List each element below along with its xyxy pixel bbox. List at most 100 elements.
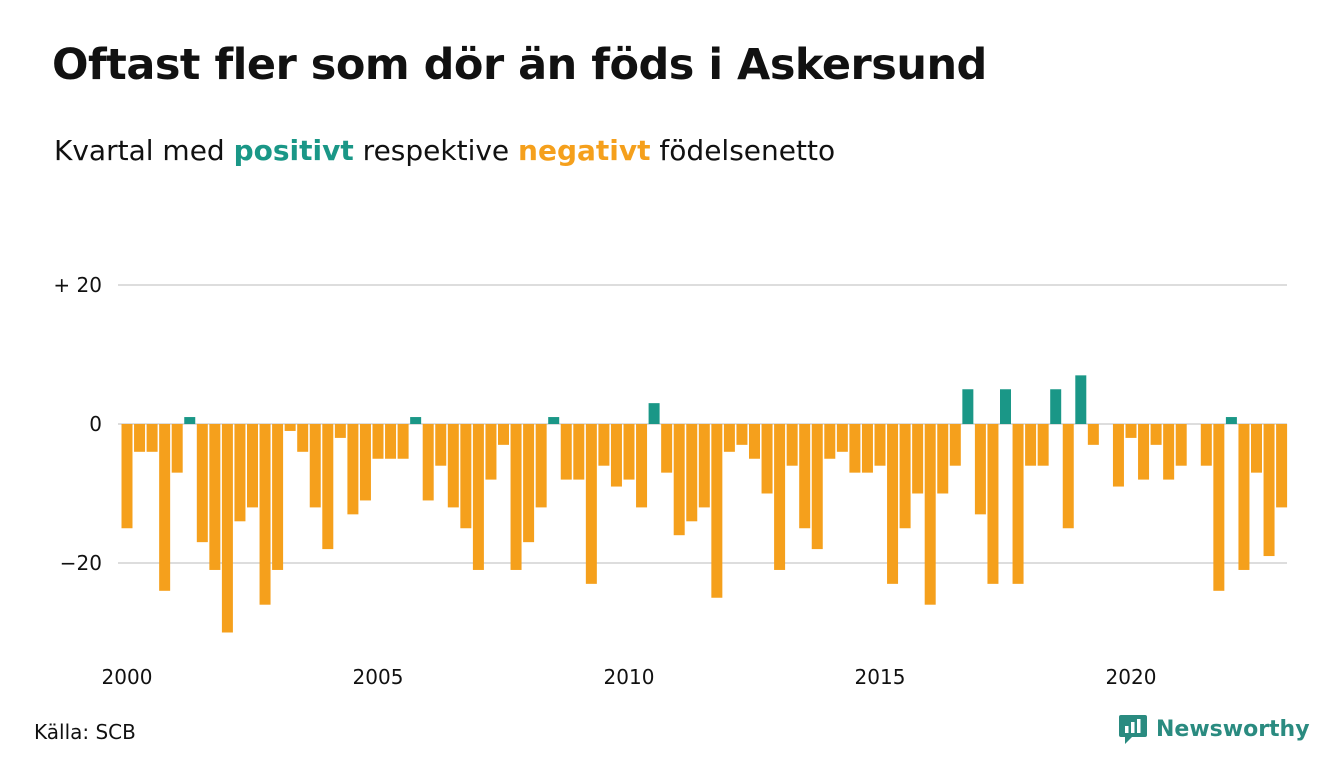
bar — [648, 403, 660, 424]
bar — [899, 424, 911, 529]
bar — [435, 424, 447, 466]
bar — [1263, 424, 1275, 557]
bar — [134, 424, 146, 452]
bar — [761, 424, 773, 494]
bar — [661, 424, 673, 473]
bar — [924, 424, 936, 605]
bar — [535, 424, 547, 508]
bar — [1150, 424, 1162, 445]
source-note: Källa: SCB — [34, 720, 136, 744]
bar — [749, 424, 760, 459]
newsworthy-logo-icon — [1119, 715, 1147, 744]
y-tick-label: + 20 — [53, 273, 102, 297]
bar — [1200, 424, 1212, 466]
bar — [322, 424, 334, 550]
bar — [686, 424, 698, 522]
bar — [673, 424, 685, 536]
bar — [498, 424, 509, 445]
bar — [196, 424, 208, 543]
bar — [410, 417, 422, 424]
bar — [1075, 375, 1087, 424]
x-tick-label: 2010 — [604, 665, 655, 689]
bar — [811, 424, 823, 550]
bar — [1087, 424, 1099, 445]
bar — [309, 424, 321, 508]
bar — [698, 424, 710, 508]
bar — [247, 424, 258, 508]
bar — [736, 424, 748, 445]
bar — [1037, 424, 1049, 466]
x-tick-label: 2015 — [855, 665, 906, 689]
subtitle-suffix: födelsenetto — [650, 134, 836, 167]
bar — [209, 424, 221, 570]
bar — [259, 424, 271, 605]
bar — [949, 424, 961, 466]
brand-name: Newsworthy — [1156, 716, 1310, 742]
x-tick-label: 2020 — [1106, 665, 1157, 689]
subtitle-negative-word: negativt — [518, 134, 651, 167]
brand-logo: Newsworthy — [1118, 713, 1310, 745]
bar — [171, 424, 183, 473]
bar — [372, 424, 384, 459]
bar — [711, 424, 723, 598]
bar — [159, 424, 171, 591]
bar — [523, 424, 535, 543]
bar — [824, 424, 836, 459]
bar — [1251, 424, 1262, 473]
bar — [1112, 424, 1124, 487]
subtitle-positive-word: positivt — [233, 134, 354, 167]
bar — [1025, 424, 1037, 466]
x-tick-label: 2000 — [102, 665, 153, 689]
bar — [397, 424, 409, 459]
bar — [962, 389, 974, 424]
bar — [937, 424, 949, 494]
bar — [799, 424, 811, 529]
bar — [861, 424, 873, 473]
x-tick-label: 2005 — [353, 665, 404, 689]
bar — [636, 424, 648, 508]
bar — [234, 424, 246, 522]
bar — [146, 424, 158, 452]
bar — [836, 424, 848, 452]
bar — [573, 424, 585, 480]
bar — [272, 424, 284, 570]
bar — [623, 424, 635, 480]
bar — [585, 424, 597, 584]
bar — [560, 424, 572, 480]
bar — [334, 424, 346, 438]
bar — [485, 424, 497, 480]
bar — [723, 424, 735, 452]
bar — [1050, 389, 1062, 424]
bar — [974, 424, 986, 515]
subtitle-middle: respektive — [353, 134, 519, 167]
bar — [472, 424, 484, 570]
bar — [297, 424, 309, 452]
bar — [221, 424, 233, 633]
bar — [359, 424, 371, 501]
bar — [548, 417, 560, 424]
y-tick-label: −20 — [60, 551, 102, 575]
bar — [610, 424, 622, 487]
bar — [184, 417, 196, 424]
bar — [887, 424, 899, 584]
bar — [912, 424, 924, 494]
bar — [385, 424, 397, 459]
bar — [460, 424, 472, 529]
bar — [347, 424, 359, 515]
bar — [1238, 424, 1250, 570]
bar — [1213, 424, 1225, 591]
bar — [774, 424, 786, 570]
bar — [1138, 424, 1150, 480]
bar — [1163, 424, 1175, 480]
bar — [1012, 424, 1024, 584]
bar — [849, 424, 861, 473]
bar — [1175, 424, 1187, 466]
bar — [987, 424, 999, 584]
bar — [1062, 424, 1074, 529]
bar — [447, 424, 459, 508]
chart-subtitle: Kvartal med positivt respektive negativt… — [54, 134, 835, 167]
bar — [1225, 417, 1237, 424]
bar — [422, 424, 434, 501]
bar — [510, 424, 522, 570]
